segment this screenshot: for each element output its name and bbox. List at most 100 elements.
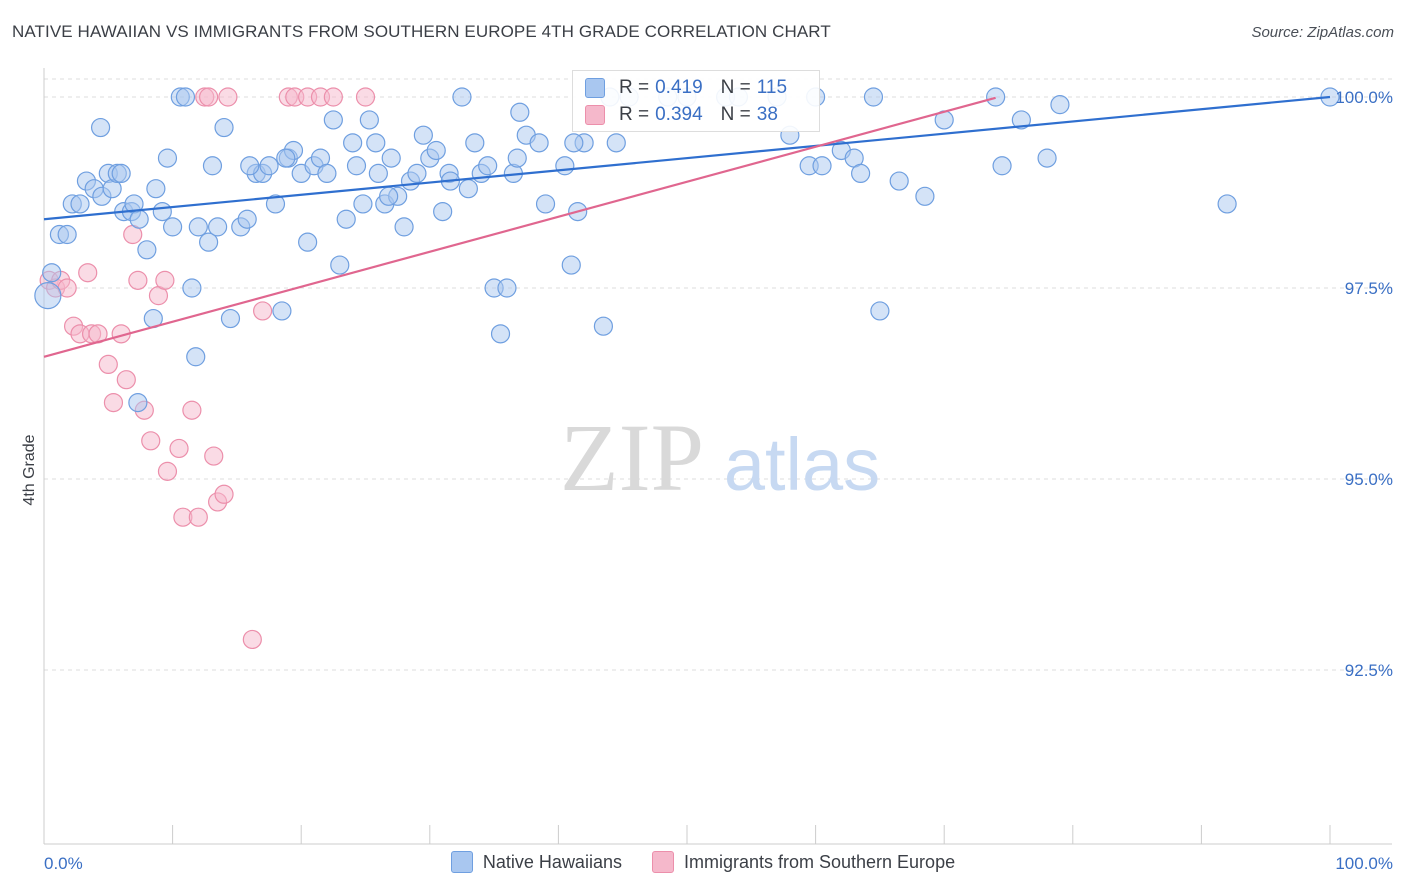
trend-line-pink [43, 96, 996, 358]
blue-point [510, 102, 530, 122]
blue-point [146, 179, 166, 199]
blue-point [214, 117, 234, 138]
stats-n-label: N = [720, 104, 751, 125]
pink-point [155, 270, 175, 290]
stats-swatch-blue [585, 78, 605, 98]
blue-point [812, 156, 832, 176]
blue-point [199, 232, 219, 252]
blue-point [413, 125, 433, 145]
blue-point [497, 278, 517, 298]
pink-point [242, 629, 262, 650]
blue-point [915, 186, 935, 206]
blue-point [272, 301, 292, 321]
pink-point [182, 400, 202, 420]
blue-point [490, 324, 511, 344]
blue-point [555, 156, 575, 176]
blue-point [353, 194, 373, 214]
blue-point [1217, 194, 1237, 214]
blue-point [593, 316, 614, 336]
y-tick-label: 92.5% [1345, 661, 1393, 680]
blue-point [336, 209, 356, 229]
blue-point [128, 393, 148, 413]
y-tick-label: 95.0% [1345, 470, 1393, 489]
blue-point [465, 133, 485, 153]
legend-swatch-pink [651, 851, 674, 873]
blue-point [433, 202, 453, 222]
stats-box: R = 0.419 N = 115 R = 0.394 N = 38 [572, 70, 820, 132]
blue-point [317, 163, 337, 183]
legend-label-blue: Native Hawaiians [482, 851, 622, 872]
blue-point [298, 232, 318, 252]
blue-point [175, 87, 196, 107]
stats-n-label: N = [720, 77, 751, 98]
blue-point [561, 255, 581, 275]
blue-point [381, 148, 401, 168]
pink-point [218, 87, 238, 107]
blue-point [157, 148, 178, 168]
blue-point [137, 240, 157, 260]
blue-point [986, 87, 1006, 107]
blue-point [237, 209, 257, 229]
blue-point [359, 110, 379, 130]
blue-point [870, 301, 890, 321]
series-blue-points [34, 87, 1340, 413]
blue-point [186, 347, 206, 367]
pink-point [78, 263, 98, 283]
pink-point [323, 87, 343, 107]
blue-point [366, 133, 386, 153]
chart-title: NATIVE HAWAIIAN VS IMMIGRANTS FROM SOUTH… [12, 22, 831, 41]
blue-point [34, 282, 62, 310]
blue-point [259, 156, 279, 176]
pink-point [103, 393, 124, 413]
pink-point [204, 446, 224, 466]
blue-point [863, 87, 884, 107]
blue-point [163, 217, 183, 237]
blue-point [535, 194, 556, 214]
blue-point [152, 202, 172, 222]
source-label: Source: ZipAtlas.com [1251, 24, 1394, 41]
pink-point [116, 370, 136, 390]
legend-item-pink[interactable]: Immigrants from Southern Europe [651, 851, 955, 873]
blue-point [182, 278, 202, 298]
pink-point [128, 270, 148, 290]
legend-item-blue[interactable]: Native Hawaiians [450, 851, 622, 873]
y-tick-label: 97.5% [1345, 279, 1393, 298]
axes [43, 68, 1392, 845]
blue-point [70, 194, 90, 214]
pink-point [188, 507, 208, 527]
blue-point [1037, 148, 1057, 168]
blue-point [330, 255, 350, 275]
blue-point [889, 171, 909, 191]
stats-r-pink: 0.394 [655, 104, 703, 125]
blue-point [90, 117, 111, 138]
tick-labels: 100.0% 97.5% 95.0% 92.5% 0.0% 100.0% [44, 88, 1393, 873]
blue-point [202, 156, 223, 176]
stats-row-blue: R = 0.419 N = 115 [585, 77, 787, 99]
x-tick-label: 0.0% [44, 854, 83, 873]
stats-swatch-pink [585, 105, 605, 125]
pink-point [169, 438, 189, 459]
blue-point [851, 163, 871, 183]
pink-point [214, 484, 234, 504]
trend-lines [43, 95, 1331, 358]
watermark-zip: ZIP [560, 404, 704, 511]
blue-point [564, 133, 584, 153]
pink-point [253, 301, 273, 321]
blue-point [265, 194, 286, 214]
pink-point [355, 87, 376, 107]
blue-point [426, 140, 446, 161]
blue-point [529, 133, 549, 153]
blue-point [343, 133, 363, 153]
blue-point [111, 163, 131, 183]
stats-n-blue: 115 [756, 77, 788, 98]
blue-point [368, 163, 388, 183]
stats-n-pink: 38 [756, 104, 778, 125]
stats-r-blue: 0.419 [655, 77, 703, 98]
blue-point [276, 148, 296, 168]
y-tick-label: 100.0% [1335, 88, 1393, 107]
blue-point [606, 133, 626, 153]
blue-point [208, 217, 228, 237]
pink-point [98, 354, 118, 374]
blue-point [458, 179, 478, 199]
